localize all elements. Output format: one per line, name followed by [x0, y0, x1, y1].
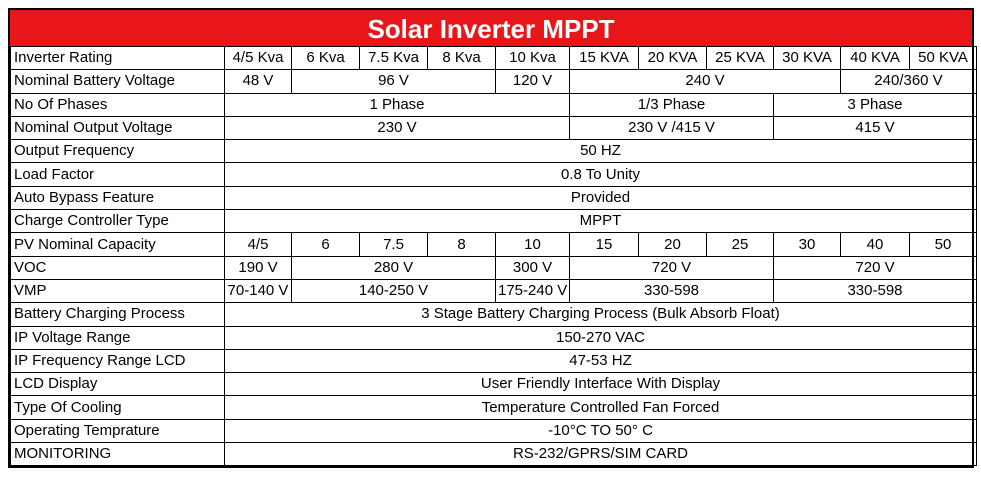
table-cell: RS-232/GPRS/SIM CARD [224, 442, 977, 467]
table-row: Operating Temprature -10°C TO 50° C [10, 418, 977, 444]
table-cell: 15 [569, 232, 639, 257]
table-cell: 6 [291, 232, 360, 257]
table-cell: 4/5 Kva [224, 45, 292, 71]
table-cell: 0.8 To Unity [224, 162, 977, 187]
table-cell: Temperature Controlled Fan Forced [224, 395, 977, 420]
table-row: Nominal Battery Voltage 48 V 96 V 120 V … [10, 69, 977, 94]
table-row: PV Nominal Capacity 4/5 6 7.5 8 10 15 20… [10, 232, 977, 257]
table-cell: 47-53 HZ [224, 348, 977, 374]
table-row: Output Frequency 50 HZ [10, 139, 977, 164]
table-row: MONITORING RS-232/GPRS/SIM CARD [10, 442, 977, 467]
spec-table-frame: Inverter Rating 4/5 Kva 6 Kva 7.5 Kva 8 … [8, 45, 977, 469]
table-row: Inverter Rating 4/5 Kva 6 Kva 7.5 Kva 8 … [10, 45, 977, 71]
table-cell: 3 Phase [773, 92, 977, 117]
table-cell: 1 Phase [224, 92, 570, 117]
row-label: PV Nominal Capacity [10, 232, 225, 257]
table-cell: -10°C TO 50° C [224, 418, 977, 444]
table-cell: 150-270 VAC [224, 325, 977, 350]
table-row: VOC 190 V 280 V 300 V 720 V 720 V [10, 255, 977, 280]
table-cell: 415 V [773, 115, 977, 141]
table-cell: 330-598 [569, 278, 774, 304]
table-row: Type Of Cooling Temperature Controlled F… [10, 395, 977, 420]
table-cell: 20 [638, 232, 707, 257]
table-cell: 190 V [224, 255, 292, 280]
table-row: VMP 70-140 V 140-250 V 175-240 V 330-598… [10, 278, 977, 304]
row-label: MONITORING [10, 442, 225, 467]
table-cell: Provided [224, 185, 977, 211]
table-cell: 280 V [291, 255, 496, 280]
table-cell: 50 HZ [224, 139, 977, 164]
table-cell: 50 KVA [909, 45, 977, 71]
row-label: IP Frequency Range LCD [10, 348, 225, 374]
table-cell: 7.5 Kva [359, 45, 428, 71]
row-label: LCD Display [10, 372, 225, 397]
table-cell: 70-140 V [224, 278, 292, 304]
row-label: Load Factor [10, 162, 225, 187]
table-cell: 10 [495, 232, 570, 257]
table-cell: 240 V [569, 69, 841, 94]
table-cell: 96 V [291, 69, 496, 94]
table-cell: 7.5 [359, 232, 428, 257]
table-cell: 8 [427, 232, 496, 257]
table-row: Charge Controller Type MPPT [10, 209, 977, 234]
table-cell: 30 [773, 232, 841, 257]
table-cell: 3 Stage Battery Charging Process (Bulk A… [224, 302, 977, 327]
table-cell: 120 V [495, 69, 570, 94]
table-cell: 300 V [495, 255, 570, 280]
table-cell: User Friendly Interface With Display [224, 372, 977, 397]
table-row: No Of Phases 1 Phase 1/3 Phase 3 Phase [10, 92, 977, 117]
row-label: Inverter Rating [10, 45, 225, 71]
row-label: No Of Phases [10, 92, 225, 117]
row-label: Operating Temprature [10, 418, 225, 444]
table-cell: 25 [706, 232, 774, 257]
table-cell: 30 KVA [773, 45, 841, 71]
spec-table: Inverter Rating 4/5 Kva 6 Kva 7.5 Kva 8 … [10, 45, 977, 467]
table-cell: 6 Kva [291, 45, 360, 71]
table-row: Auto Bypass Feature Provided [10, 185, 977, 211]
table-cell: 4/5 [224, 232, 292, 257]
table-cell: 240/360 V [840, 69, 977, 94]
row-label: Type Of Cooling [10, 395, 225, 420]
table-row: IP Voltage Range 150-270 VAC [10, 325, 977, 350]
table-cell: MPPT [224, 209, 977, 234]
table-cell: 15 KVA [569, 45, 639, 71]
table-cell: 20 KVA [638, 45, 707, 71]
row-label: Charge Controller Type [10, 209, 225, 234]
row-label: IP Voltage Range [10, 325, 225, 350]
spec-sheet: Solar Inverter MPPT Inverter Rating 4/5 … [8, 8, 977, 469]
table-cell: 40 KVA [840, 45, 910, 71]
table-row: Nominal Output Voltage 230 V 230 V /415 … [10, 115, 977, 141]
table-cell: 1/3 Phase [569, 92, 774, 117]
table-cell: 50 [909, 232, 977, 257]
row-label: Nominal Battery Voltage [10, 69, 225, 94]
table-cell: 140-250 V [291, 278, 496, 304]
row-label: Battery Charging Process [10, 302, 225, 327]
table-row: LCD Display User Friendly Interface With… [10, 372, 977, 397]
table-cell: 720 V [773, 255, 977, 280]
table-cell: 720 V [569, 255, 774, 280]
table-cell: 175-240 V [495, 278, 570, 304]
table-cell: 230 V [224, 115, 570, 141]
table-cell: 230 V /415 V [569, 115, 774, 141]
row-label: Auto Bypass Feature [10, 185, 225, 211]
row-label: Nominal Output Voltage [10, 115, 225, 141]
table-cell: 330-598 [773, 278, 977, 304]
page-title: Solar Inverter MPPT [8, 8, 974, 46]
row-label: VOC [10, 255, 225, 280]
table-cell: 8 Kva [427, 45, 496, 71]
table-row: Load Factor 0.8 To Unity [10, 162, 977, 187]
table-cell: 10 Kva [495, 45, 570, 71]
table-cell: 48 V [224, 69, 292, 94]
table-row: IP Frequency Range LCD 47-53 HZ [10, 348, 977, 374]
table-cell: 40 [840, 232, 910, 257]
table-cell: 25 KVA [706, 45, 774, 71]
row-label: Output Frequency [10, 139, 225, 164]
row-label: VMP [10, 278, 225, 304]
table-row: Battery Charging Process 3 Stage Battery… [10, 302, 977, 327]
